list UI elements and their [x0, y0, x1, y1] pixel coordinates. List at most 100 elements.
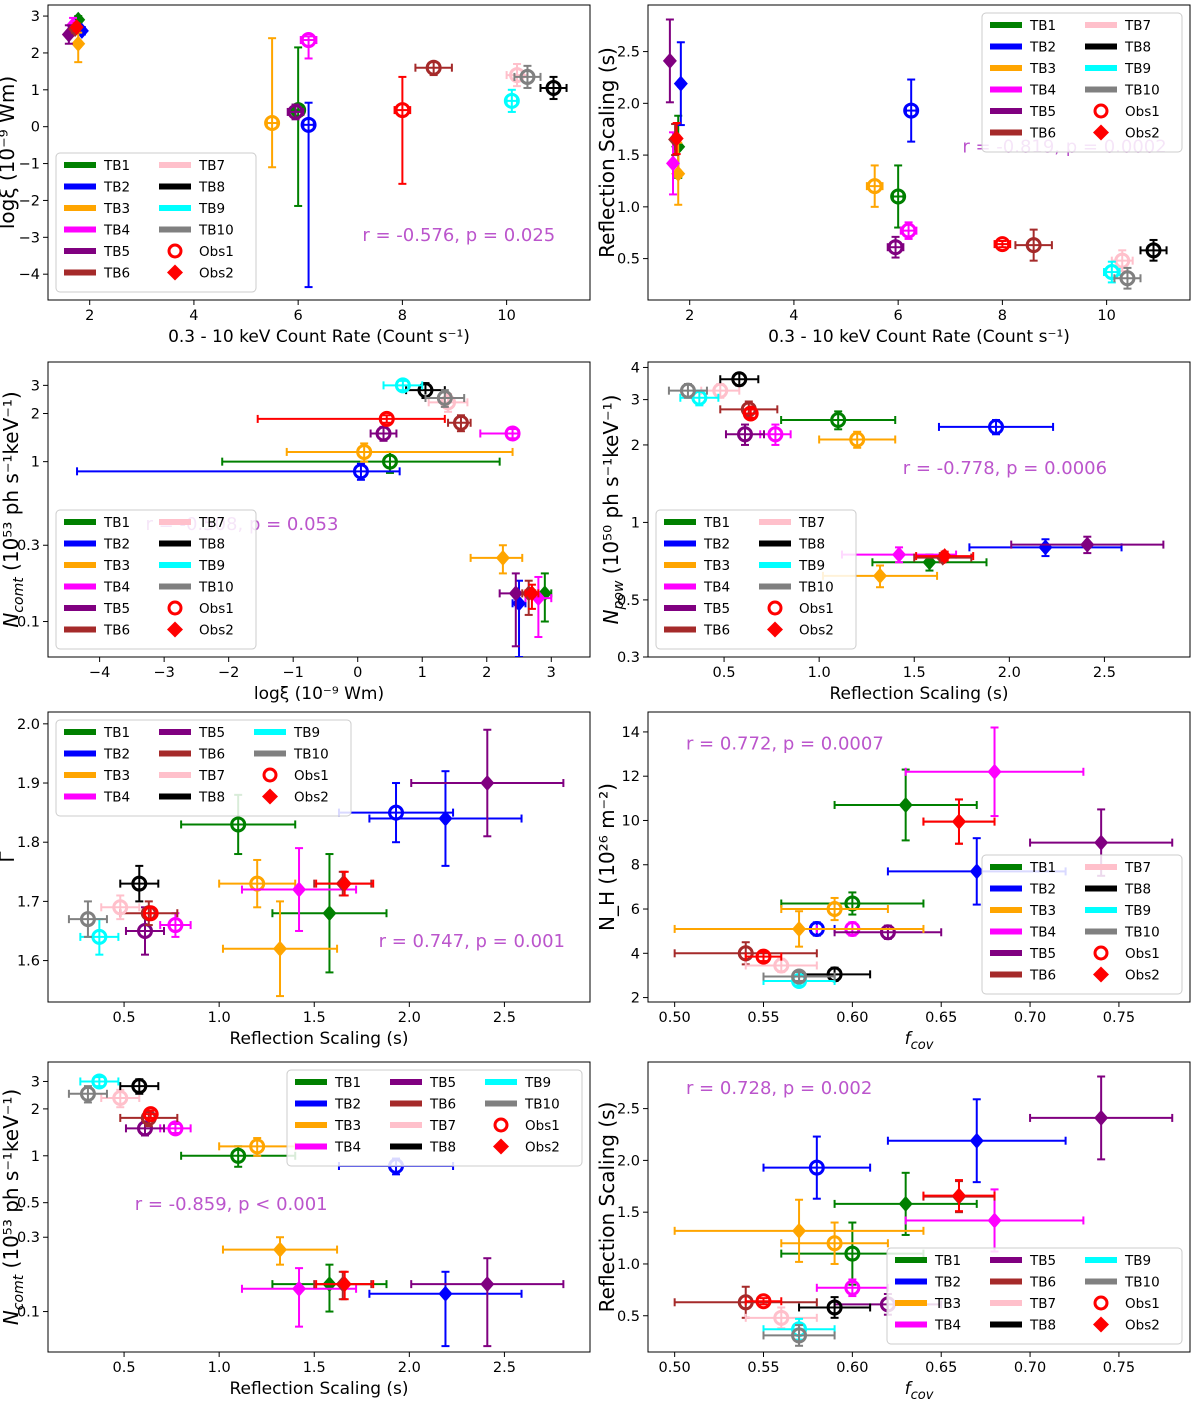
point-tb5-obs1	[724, 423, 766, 446]
legend-label-tb10: TB10	[524, 1097, 560, 1113]
marker-diamond	[508, 585, 523, 602]
point-tb2-obs2	[968, 538, 1123, 558]
marker-circle	[131, 1078, 148, 1095]
x-tick-label: 2.0	[398, 1360, 421, 1376]
x-tick-label: 4	[789, 308, 798, 324]
point-obs-obs2	[922, 798, 996, 845]
point-tb4-obs2	[904, 1188, 1085, 1253]
marker-circle	[808, 1159, 825, 1176]
y-tick-label: 1	[631, 515, 640, 531]
point-obs-obs2	[915, 548, 975, 565]
legend-label-tb2: TB2	[103, 180, 130, 196]
legend-label-tb1: TB1	[103, 515, 130, 531]
legend: TB1 TB2 TB3 TB4 TB5 TB6 TB7 TB8 TB9 TB10 Obs1 Obs2	[55, 152, 257, 293]
marker-circle	[79, 1085, 96, 1102]
point-tb10-obs1	[1113, 266, 1142, 290]
legend-label-tb7: TB7	[198, 515, 225, 531]
x-tick-label: 4	[189, 308, 198, 324]
data-points	[76, 377, 553, 657]
legend-label-tb5: TB5	[198, 725, 225, 741]
marker-circle	[1103, 264, 1120, 281]
point-obs-obs1	[744, 948, 783, 965]
point-obs-obs1	[742, 405, 759, 422]
y-tick-label: 0.1	[17, 615, 40, 631]
legend-label-tb10: TB10	[1124, 925, 1160, 941]
marker-circle	[142, 1106, 159, 1123]
legend-frame	[55, 509, 257, 650]
marker-diamond	[969, 863, 984, 880]
marker-circle	[264, 115, 281, 131]
x-tick-label: 0.70	[1014, 1360, 1046, 1376]
chart-p4: 0.5 1.0 1.5 2.0 2.5 0.3 0.5 1 2 3 4 Reflection Scal…	[599, 360, 1191, 704]
x-tick-label: −2	[218, 665, 239, 681]
point-tb5-obs1	[286, 103, 305, 121]
chart-p7: 0.5 1.0 1.5 2.0 2.5 0.1 0.3 0.5 1 2 3 Reflection Sc…	[0, 1061, 591, 1399]
marker-circle	[791, 968, 808, 985]
point-tb7-obs1	[744, 1306, 818, 1330]
marker-circle	[425, 59, 442, 76]
point-tb9-obs1	[382, 377, 424, 394]
x-tick-label: 2.5	[493, 1010, 516, 1026]
x-tick-label: 10	[497, 308, 515, 324]
marker-circle	[131, 875, 148, 892]
legend-label-tb7: TB7	[1029, 1296, 1056, 1312]
marker-circle	[736, 426, 753, 443]
y-tick-label: 0.5	[617, 252, 640, 268]
legend-label-obs2: Obs2	[199, 623, 234, 639]
marker-diamond	[666, 155, 681, 172]
point-tb5-obs1	[886, 235, 905, 259]
x-tick-label: −3	[153, 665, 174, 681]
point-tb3-obs2	[673, 1198, 925, 1263]
marker-diamond	[480, 1276, 495, 1293]
y-tick-label: 6	[631, 902, 640, 918]
x-tick-label: 0.5	[713, 665, 736, 681]
point-tb1-obs1	[890, 164, 907, 229]
point-obs-obs2	[69, 19, 84, 36]
legend-label-obs1: Obs1	[1125, 946, 1160, 962]
marker-circle	[394, 377, 411, 394]
marker-circle	[737, 1294, 754, 1311]
point-tb2-obs1	[762, 1135, 872, 1200]
legend-label-tb5: TB5	[1029, 1253, 1056, 1269]
legend-label-tb1: TB1	[934, 1253, 961, 1269]
y-tick-label: 1.0	[617, 200, 640, 216]
legend-label-tb3: TB3	[703, 558, 730, 574]
marker-circle	[988, 418, 1005, 435]
x-tick-label: 0.50	[659, 1360, 691, 1376]
point-obs-obs1	[393, 75, 412, 185]
y-tick-label: 4	[631, 360, 640, 376]
legend-marker-obs1	[1093, 103, 1109, 119]
legend-frame	[55, 719, 352, 817]
y-tick-label: 3	[631, 393, 640, 409]
point-obs-obs1	[744, 1293, 783, 1310]
marker-diamond	[673, 75, 688, 92]
legend-frame	[55, 152, 257, 293]
marker-circle	[287, 103, 304, 120]
legend-label-tb7: TB7	[1124, 18, 1151, 34]
legend-label-tb5: TB5	[103, 244, 130, 260]
chart-p2: 2 4 6 8 10 0.5 1.0 1.5 2.0 2.5 0.3 - 10 keV Count …	[595, 4, 1191, 347]
point-tb5-obs2	[1010, 535, 1165, 555]
marker-circle	[167, 917, 184, 934]
marker-circle	[903, 102, 920, 119]
y-tick-label: 2	[31, 1102, 40, 1118]
legend-label-obs2: Obs2	[1125, 968, 1160, 984]
marker-diamond	[69, 19, 84, 36]
point-tb4-obs1	[159, 1120, 192, 1137]
legend-label-tb5: TB5	[103, 601, 130, 617]
x-tick-label: −1	[283, 665, 304, 681]
legend-label-tb4: TB4	[703, 580, 730, 596]
legend-label-tb2: TB2	[103, 747, 130, 763]
y-axis-label: Ncomt (10⁵³ ph s⁻¹keV⁻¹)	[0, 1089, 27, 1325]
point-tb5-obs2	[662, 18, 677, 104]
correlation-annotation: r = 0.772, p = 0.0007	[686, 734, 884, 755]
correlation-annotation: r = -0.859, p < 0.001	[135, 1194, 328, 1215]
chart-p6: 0.50 0.55 0.60 0.65 0.70 0.75 2 4 6 8 10 12 14 fcov N_…	[595, 711, 1191, 1053]
legend-marker-obs2	[1093, 124, 1109, 141]
legend-label-tb8: TB8	[198, 790, 225, 806]
marker-diamond	[480, 775, 495, 792]
legend-label-obs1: Obs1	[294, 768, 329, 784]
y-tick-label: 1.9	[17, 776, 40, 792]
legend-label-tb8: TB8	[1124, 882, 1151, 898]
point-obs-obs1	[256, 410, 446, 427]
